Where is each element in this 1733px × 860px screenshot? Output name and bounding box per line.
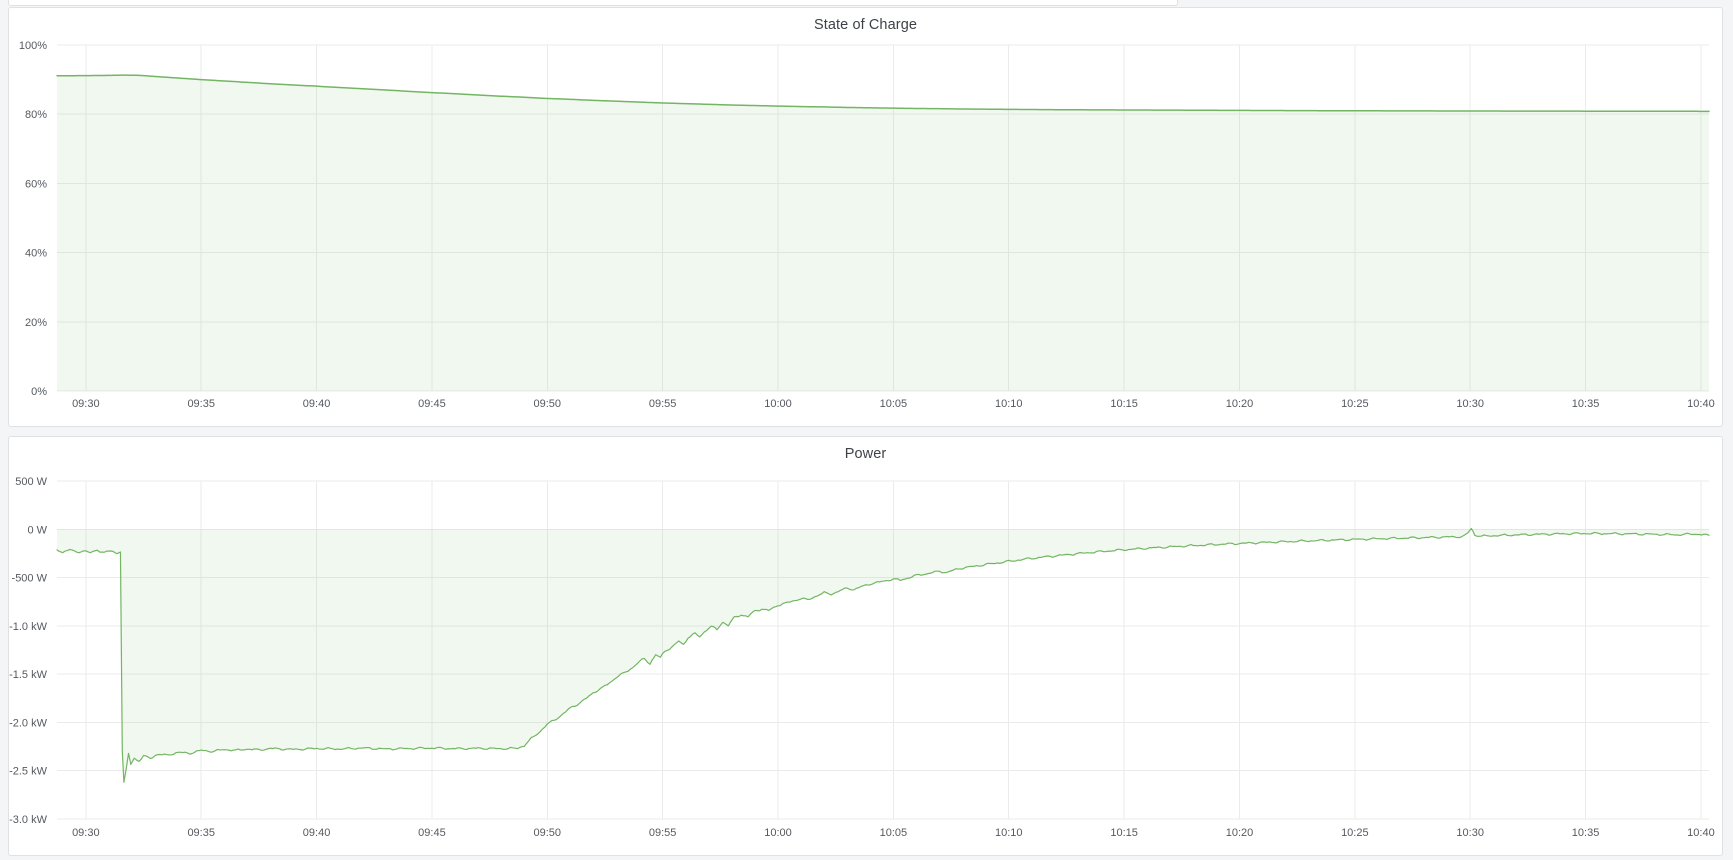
state-of-charge-chart[interactable]: 0% 20% 40% 60% 80% 100% 09:30 09:35 09:40 09:45 09… — [9, 8, 1722, 426]
y-tick-label: 0% — [31, 386, 47, 398]
x-tick-label: 10:05 — [880, 398, 908, 410]
series-line — [56, 74, 1710, 113]
x-tick-label: 09:30 — [72, 398, 100, 410]
y-tick-label: -500 W — [12, 573, 48, 585]
series-area — [57, 75, 1709, 391]
y-tick-label: -3.0 kW — [9, 814, 48, 826]
x-tick-label: 09:40 — [303, 398, 331, 410]
x-tick-label: 10:40 — [1687, 827, 1715, 839]
x-tick-label: 10:20 — [1226, 827, 1254, 839]
y-tick-label: 100% — [19, 40, 47, 52]
x-tick-label: 10:25 — [1341, 398, 1369, 410]
panel-title[interactable]: Power — [844, 446, 887, 462]
x-tick-label: 09:35 — [187, 827, 215, 839]
y-tick-label: -1.0 kW — [9, 621, 48, 633]
y-tick-label: 500 W — [15, 476, 47, 488]
power-chart[interactable]: 500 W 0 W -500 W -1.0 kW -1.5 kW -2.0 kW -2.5 … — [9, 437, 1722, 855]
x-tick-label: 09:45 — [418, 398, 446, 410]
y-tick-label: -2.0 kW — [9, 717, 48, 729]
panel-state-of-charge: State of Charge 0% 20% 40% 60% 80% 100% 09:30 0… — [8, 7, 1723, 427]
y-tick-label: 40% — [25, 248, 47, 260]
x-tick-label: 10:40 — [1687, 398, 1715, 410]
y-tick-label: 20% — [25, 317, 47, 329]
x-tick-label: 10:30 — [1456, 827, 1484, 839]
x-tick-label: 09:55 — [649, 827, 677, 839]
y-tick-label: -1.5 kW — [9, 669, 48, 681]
x-tick-label: 10:25 — [1341, 827, 1369, 839]
x-tick-label: 10:10 — [995, 398, 1023, 410]
x-tick-label: 09:35 — [187, 398, 215, 410]
x-tick-label: 09:55 — [649, 398, 677, 410]
x-tick-label: 09:40 — [303, 827, 331, 839]
x-tick-label: 10:10 — [995, 827, 1023, 839]
panel-title[interactable]: State of Charge — [813, 17, 918, 33]
x-tick-label: 10:05 — [880, 827, 908, 839]
x-tick-label: 09:50 — [534, 827, 562, 839]
x-tick-label: 09:45 — [418, 827, 446, 839]
partial-panel-above — [8, 0, 1178, 6]
x-tick-label: 10:20 — [1226, 398, 1254, 410]
x-tick-label: 10:15 — [1110, 398, 1138, 410]
y-tick-label: 80% — [25, 109, 47, 121]
x-tick-label: 10:30 — [1456, 398, 1484, 410]
x-tick-label: 09:30 — [72, 827, 100, 839]
y-tick-label: 60% — [25, 178, 47, 190]
series-line — [56, 527, 1710, 783]
y-tick-label: -2.5 kW — [9, 766, 48, 778]
x-tick-label: 10:15 — [1110, 827, 1138, 839]
series-area — [57, 528, 1709, 783]
x-tick-label: 09:50 — [534, 398, 562, 410]
x-tick-label: 10:00 — [764, 827, 792, 839]
x-tick-label: 10:35 — [1572, 398, 1600, 410]
x-tick-label: 10:00 — [764, 398, 792, 410]
y-tick-label: 0 W — [27, 524, 47, 536]
panel-power: Power 500 W 0 W -500 W -1.0 kW -1.5 kW -2.0 k… — [8, 436, 1723, 856]
x-tick-label: 10:35 — [1572, 827, 1600, 839]
